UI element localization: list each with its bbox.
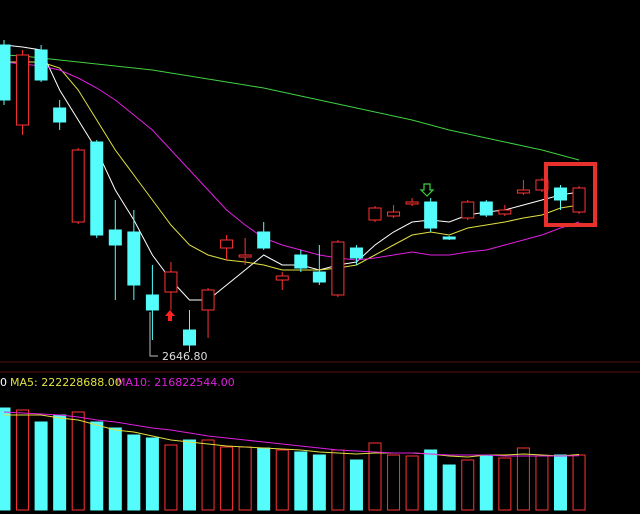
buy-signal-arrow [165, 310, 175, 321]
volume-bar [16, 409, 30, 511]
highlight-box [544, 162, 597, 227]
volume-bar [479, 455, 493, 511]
moving-average-line [3, 54, 580, 161]
candle-body [479, 201, 493, 216]
candle-body [0, 44, 11, 101]
candle-body [572, 187, 586, 213]
volume-bar [71, 411, 85, 511]
volume-bar [442, 464, 456, 511]
candle-body [90, 141, 104, 236]
volume-bar [201, 439, 215, 511]
candle-body [312, 271, 326, 283]
candle-body [201, 289, 215, 311]
volume-bar [275, 449, 289, 511]
low-annotation: 2646.80 [162, 350, 208, 363]
volume-bar [294, 451, 308, 511]
candle-body [349, 247, 363, 259]
candle-body [294, 254, 308, 269]
candle-body [238, 254, 252, 258]
volume-bar [127, 434, 141, 511]
candle-body [183, 329, 196, 346]
candle-body [34, 49, 48, 81]
volume-label: 0 [0, 376, 7, 389]
volume-bar [312, 454, 326, 511]
volume-bar [164, 444, 178, 511]
volume-bar [53, 414, 67, 511]
candle-body [257, 231, 271, 249]
candle-body [424, 201, 438, 229]
candle-body [368, 207, 382, 221]
volume-bar [238, 446, 252, 511]
candle-body [145, 294, 159, 311]
volume-bar [572, 454, 586, 511]
moving-average-line [4, 61, 580, 271]
candle-body [108, 229, 122, 246]
volume-bar [257, 447, 271, 511]
candle-body [461, 201, 475, 219]
volume-bar [331, 449, 345, 511]
volume-bar [368, 442, 382, 511]
volume-bar [535, 455, 549, 511]
volume-bar [424, 449, 438, 511]
volume-bar [461, 459, 475, 511]
volume-bar [145, 437, 159, 511]
volume-ma-line [3, 411, 580, 457]
candle-body [331, 241, 345, 296]
volume-bar [0, 407, 11, 511]
volume-bar [183, 439, 196, 511]
candle-body [442, 236, 456, 240]
candle-body [387, 211, 401, 217]
volume-bar [349, 459, 363, 511]
moving-average-line [3, 61, 580, 261]
volume-panel [0, 407, 586, 511]
legend-entry: MA10: 216822544.00 [116, 376, 235, 389]
candle-body [275, 275, 289, 281]
candle-body [405, 201, 419, 205]
candle-body [16, 54, 30, 126]
volume-bar [108, 427, 122, 511]
volume-bar [387, 454, 401, 511]
candle-body [220, 239, 234, 249]
volume-bar [90, 421, 104, 511]
sell-signal-arrow [419, 183, 435, 197]
volume-bar [498, 457, 512, 511]
price-panel [0, 40, 586, 352]
annotation-leader [149, 312, 158, 357]
volume-bar [220, 446, 234, 511]
volume-bar [554, 454, 567, 511]
candle-body [164, 271, 178, 293]
candle-body [127, 231, 141, 286]
candle-body [71, 149, 85, 223]
candle-body [498, 209, 512, 215]
volume-bar [405, 455, 419, 511]
volume-bar [34, 421, 48, 511]
candle-body [554, 187, 567, 201]
candle-body [53, 107, 67, 123]
volume-bar [516, 447, 530, 511]
legend-entry: MA5: 222228688.00 [10, 376, 122, 389]
candle-body [516, 189, 530, 194]
